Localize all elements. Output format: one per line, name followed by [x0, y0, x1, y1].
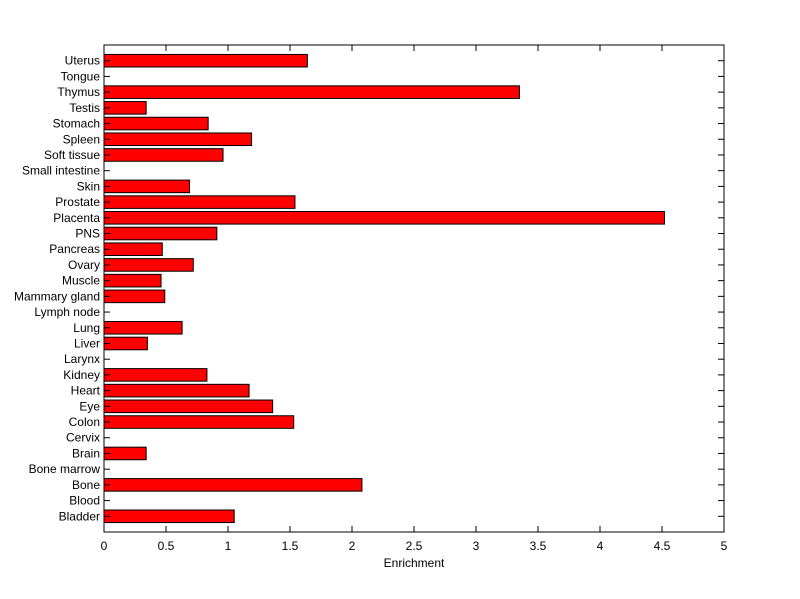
x-axis-title: Enrichment	[384, 556, 445, 570]
y-tick-label-larynx: Larynx	[64, 352, 100, 366]
y-tick-label-muscle: Muscle	[62, 274, 100, 288]
y-tick-label-placenta: Placenta	[53, 211, 100, 225]
y-tick-label-pancreas: Pancreas	[49, 242, 100, 256]
y-tick-label-spleen: Spleen	[63, 132, 100, 146]
plot-frame	[103, 44, 725, 533]
y-tick-label-prostate: Prostate	[55, 195, 100, 209]
y-tick-label-heart: Heart	[71, 384, 101, 398]
y-tick-label-blood: Blood	[69, 494, 100, 508]
y-tick-label-colon: Colon	[69, 415, 100, 429]
bar-eye	[103, 399, 274, 414]
bar-mammary-gland	[103, 289, 166, 304]
bar-pancreas	[103, 242, 163, 257]
x-tick-label: 1	[225, 539, 232, 553]
bar-lung	[103, 320, 183, 335]
bar-liver	[103, 336, 148, 351]
bar-thymus	[103, 85, 520, 99]
y-tick-label-lymph-node: Lymph node	[34, 305, 100, 319]
y-tick-label-stomach: Stomach	[53, 117, 100, 131]
y-tick-label-brain: Brain	[72, 446, 100, 460]
y-tick-label-eye: Eye	[79, 399, 100, 413]
x-tick-label: 5	[721, 539, 728, 553]
bar-soft-tissue	[103, 148, 224, 162]
x-tick-label: 4.5	[654, 539, 671, 553]
x-tick-label: 3	[473, 539, 480, 553]
bar-heart	[103, 383, 250, 398]
y-tick-label-small-intestine: Small intestine	[22, 164, 100, 178]
x-tick-label: 2	[349, 539, 356, 553]
x-tick-label: 3.5	[530, 539, 547, 553]
bar-muscle	[103, 273, 162, 288]
y-tick-label-lung: Lung	[73, 321, 100, 335]
bar-bone	[103, 478, 363, 492]
x-tick-label: 4	[597, 539, 604, 553]
x-tick-label: 0	[101, 539, 108, 553]
y-tick-label-bone: Bone	[72, 478, 100, 492]
y-tick-label-bladder: Bladder	[59, 509, 100, 523]
bar-prostate	[103, 195, 296, 209]
bar-placenta	[103, 211, 665, 225]
y-tick-label-skin: Skin	[77, 179, 100, 193]
x-tick-label: 0.5	[158, 539, 175, 553]
y-tick-label-ovary: Ovary	[68, 258, 100, 272]
bars-layer	[103, 53, 665, 524]
y-tick-label-bone-marrow: Bone marrow	[29, 462, 101, 476]
bar-stomach	[103, 116, 209, 131]
y-tick-label-liver: Liver	[74, 336, 100, 350]
y-tick-label-cervix: Cervix	[66, 431, 100, 445]
bar-bladder	[103, 509, 235, 524]
y-tick-label-uterus: Uterus	[65, 54, 100, 68]
bar-testis	[103, 101, 147, 115]
y-tick-label-soft-tissue: Soft tissue	[44, 148, 100, 162]
y-tick-label-thymus: Thymus	[57, 85, 100, 99]
y-tick-label-pns: PNS	[75, 227, 100, 241]
bar-brain	[103, 446, 147, 461]
bar-skin	[103, 179, 191, 194]
bar-colon	[103, 415, 295, 429]
bar-spleen	[103, 132, 253, 147]
bar-uterus	[103, 53, 308, 68]
x-tick-label: 2.5	[406, 539, 423, 553]
y-tick-label-mammary-gland: Mammary gland	[14, 289, 100, 303]
bar-pns	[103, 226, 218, 241]
y-tick-label-tongue: Tongue	[61, 69, 101, 83]
y-tick-label-testis: Testis	[69, 101, 100, 115]
bar-kidney	[103, 368, 208, 382]
y-tick-label-kidney: Kidney	[63, 368, 100, 382]
x-tick-label: 1.5	[282, 539, 299, 553]
bar-ovary	[103, 258, 194, 272]
